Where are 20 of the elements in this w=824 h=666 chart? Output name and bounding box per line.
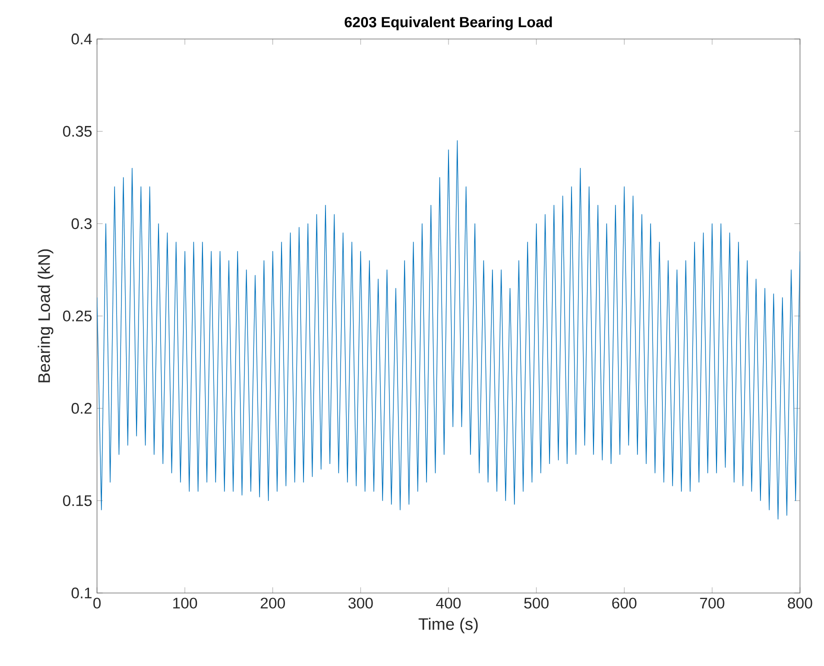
y-tick-label: 0.2 [72, 402, 92, 414]
y-tick-label: 0.3 [72, 218, 92, 230]
line-series [97, 140, 800, 520]
x-tick-label: 400 [436, 598, 461, 609]
chart-title: 6203 Equivalent Bearing Load [344, 16, 552, 30]
x-tick-label: 500 [524, 598, 549, 609]
x-tick-label: 200 [260, 598, 285, 609]
x-tick-label: 100 [173, 598, 198, 609]
x-tick-label: 300 [348, 598, 373, 609]
y-tick-label: 0.4 [72, 34, 92, 44]
x-axis-title: Time (s) [418, 618, 478, 634]
x-tick-label: 800 [788, 598, 812, 609]
y-tick-label: 0.1 [72, 588, 92, 598]
x-tick-label: 600 [612, 598, 636, 609]
y-tick-label: 0.35 [63, 126, 92, 137]
y-axis-title: Bearing Load (kN) [38, 249, 54, 382]
y-tick-label: 0.15 [63, 495, 92, 506]
x-tick-label: 700 [700, 598, 724, 609]
x-tick-label: 0 [93, 598, 101, 609]
y-tick-label: 0.25 [63, 310, 92, 322]
